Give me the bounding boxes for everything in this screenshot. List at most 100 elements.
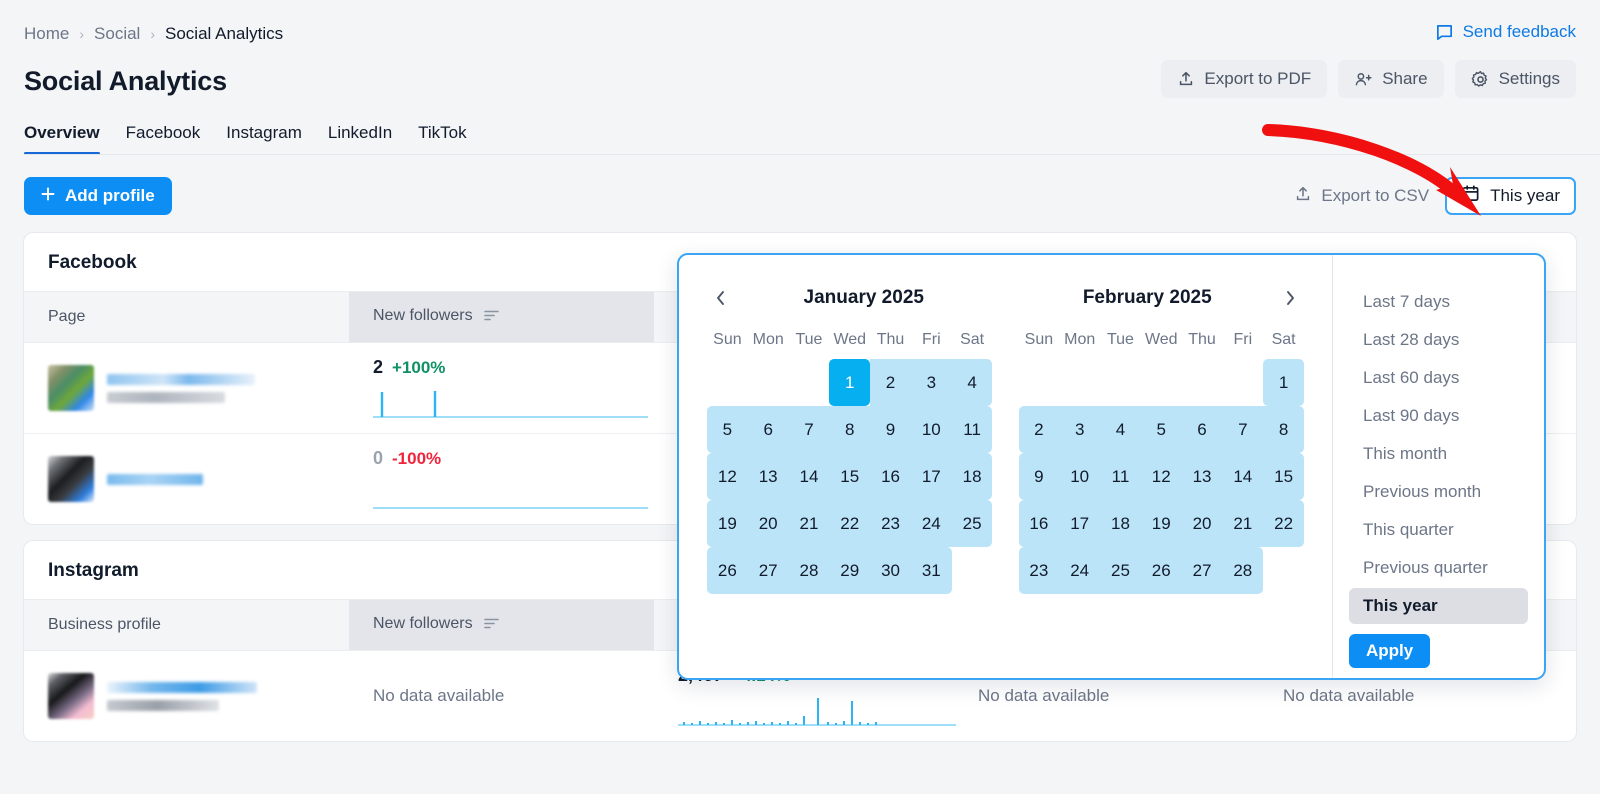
- title-row: Social Analytics Export to PDF: [24, 60, 1576, 98]
- calendar-day[interactable]: 12: [1140, 453, 1182, 500]
- calendar-day[interactable]: 6: [1181, 406, 1223, 453]
- calendar-day[interactable]: 28: [788, 547, 830, 594]
- calendar-day[interactable]: 11: [1100, 453, 1141, 500]
- preset-previous-month[interactable]: Previous month: [1349, 474, 1528, 510]
- tab-bar-divider: [24, 154, 1600, 155]
- tab-facebook[interactable]: Facebook: [126, 123, 201, 154]
- calendar-day[interactable]: 1: [829, 359, 871, 406]
- send-feedback-button[interactable]: Send feedback: [1435, 22, 1576, 42]
- calendar-day[interactable]: 4: [1100, 406, 1141, 453]
- calendar-day[interactable]: 9: [1018, 453, 1060, 500]
- breadcrumb-item-home[interactable]: Home: [24, 24, 70, 43]
- calendar-day[interactable]: 10: [1059, 453, 1101, 500]
- preset-last-90-days[interactable]: Last 90 days: [1349, 398, 1528, 434]
- preset-last-28-days[interactable]: Last 28 days: [1349, 322, 1528, 358]
- calendar-day[interactable]: 23: [870, 500, 911, 547]
- sort-icon[interactable]: [484, 309, 499, 327]
- calendar-day[interactable]: 27: [747, 547, 789, 594]
- calendar-day[interactable]: 18: [951, 453, 993, 500]
- calendar-day[interactable]: 5: [707, 406, 748, 453]
- calendar-day[interactable]: 9: [870, 406, 911, 453]
- calendar-day[interactable]: 14: [788, 453, 830, 500]
- weekday-label: Sat: [960, 331, 985, 348]
- tab-tiktok[interactable]: TikTok: [418, 123, 467, 154]
- export-to-pdf-button[interactable]: Export to PDF: [1161, 60, 1328, 98]
- calendar-day[interactable]: 22: [829, 500, 871, 547]
- preset-previous-quarter[interactable]: Previous quarter: [1349, 550, 1528, 586]
- calendar-day[interactable]: 7: [1222, 406, 1264, 453]
- calendar-day-blank: [1222, 359, 1263, 406]
- calendar-day[interactable]: 15: [1263, 453, 1304, 500]
- share-button[interactable]: Share: [1338, 60, 1444, 98]
- apply-button[interactable]: Apply: [1349, 634, 1431, 668]
- calendar-day[interactable]: 28: [1222, 547, 1264, 594]
- calendar-day[interactable]: 13: [1181, 453, 1223, 500]
- calendar-day[interactable]: 7: [788, 406, 830, 453]
- redacted-name: [107, 681, 257, 711]
- calendar-day[interactable]: 25: [951, 500, 993, 547]
- column-header-new-followers[interactable]: New followers: [349, 291, 654, 343]
- calendar-day[interactable]: 17: [1059, 500, 1101, 547]
- calendar-day[interactable]: 30: [870, 547, 911, 594]
- breadcrumb-item-social[interactable]: Social: [94, 24, 141, 43]
- calendar-day[interactable]: 20: [747, 500, 789, 547]
- date-range-button[interactable]: This year: [1445, 177, 1576, 215]
- calendar-day[interactable]: 26: [1140, 547, 1182, 594]
- calendar-day[interactable]: 16: [870, 453, 911, 500]
- sort-icon[interactable]: [484, 617, 499, 635]
- calendar-day[interactable]: 2: [1018, 406, 1060, 453]
- calendar-day[interactable]: 5: [1140, 406, 1182, 453]
- calendar-day[interactable]: 2: [870, 359, 911, 406]
- calendar-day[interactable]: 8: [829, 406, 871, 453]
- calendar-day[interactable]: 19: [1140, 500, 1182, 547]
- redacted-line: [107, 391, 225, 403]
- calendar-day[interactable]: 6: [747, 406, 789, 453]
- export-to-csv-button[interactable]: Export to CSV: [1294, 185, 1429, 208]
- calendar-day[interactable]: 18: [1100, 500, 1141, 547]
- calendar-day[interactable]: 19: [707, 500, 748, 547]
- chevron-right-icon[interactable]: [1276, 284, 1304, 312]
- calendar-day[interactable]: 10: [910, 406, 952, 453]
- add-profile-button[interactable]: Add profile: [24, 177, 172, 215]
- calendar-day[interactable]: 22: [1263, 500, 1304, 547]
- calendar-day[interactable]: 3: [910, 359, 952, 406]
- calendar-day[interactable]: 20: [1181, 500, 1223, 547]
- tab-linkedin[interactable]: LinkedIn: [328, 123, 392, 154]
- column-header-new-followers[interactable]: New followers: [349, 599, 654, 651]
- calendar-day[interactable]: 12: [707, 453, 748, 500]
- calendar-day[interactable]: 24: [1059, 547, 1101, 594]
- calendar-day[interactable]: 14: [1222, 453, 1264, 500]
- calendar-day[interactable]: 31: [910, 547, 952, 594]
- column-label: New followers: [373, 307, 473, 324]
- calendar-day[interactable]: 24: [910, 500, 952, 547]
- preset-this-quarter[interactable]: This quarter: [1349, 512, 1528, 548]
- calendar-day[interactable]: 27: [1181, 547, 1223, 594]
- preset-this-year[interactable]: This year: [1349, 588, 1528, 624]
- preset-last-60-days[interactable]: Last 60 days: [1349, 360, 1528, 396]
- feedback-icon: [1435, 23, 1454, 42]
- calendar-day[interactable]: 29: [829, 547, 871, 594]
- calendar-day[interactable]: 21: [788, 500, 830, 547]
- settings-button[interactable]: Settings: [1454, 60, 1576, 98]
- sparkline: [373, 391, 648, 418]
- preset-this-month[interactable]: This month: [1349, 436, 1528, 472]
- calendar-day[interactable]: 26: [707, 547, 748, 594]
- calendar-day[interactable]: 8: [1263, 406, 1304, 453]
- calendar-day[interactable]: 17: [910, 453, 952, 500]
- calendar-day[interactable]: 13: [747, 453, 789, 500]
- toolbar-right: Export to CSV This year: [1294, 177, 1576, 215]
- calendar-day[interactable]: 25: [1100, 547, 1141, 594]
- preset-last-7-days[interactable]: Last 7 days: [1349, 284, 1528, 320]
- calendar-day[interactable]: 3: [1059, 406, 1101, 453]
- calendar-day[interactable]: 16: [1018, 500, 1060, 547]
- calendar-day[interactable]: 15: [829, 453, 871, 500]
- weekday-label: Mon: [1064, 331, 1096, 348]
- calendar-day[interactable]: 21: [1222, 500, 1264, 547]
- calendar-day[interactable]: 1: [1263, 359, 1304, 406]
- chevron-left-icon[interactable]: [707, 284, 735, 312]
- calendar-day[interactable]: 4: [951, 359, 993, 406]
- calendar-day[interactable]: 23: [1018, 547, 1060, 594]
- calendar-day[interactable]: 11: [951, 406, 993, 453]
- tab-overview[interactable]: Overview: [24, 123, 100, 155]
- tab-instagram[interactable]: Instagram: [226, 123, 302, 154]
